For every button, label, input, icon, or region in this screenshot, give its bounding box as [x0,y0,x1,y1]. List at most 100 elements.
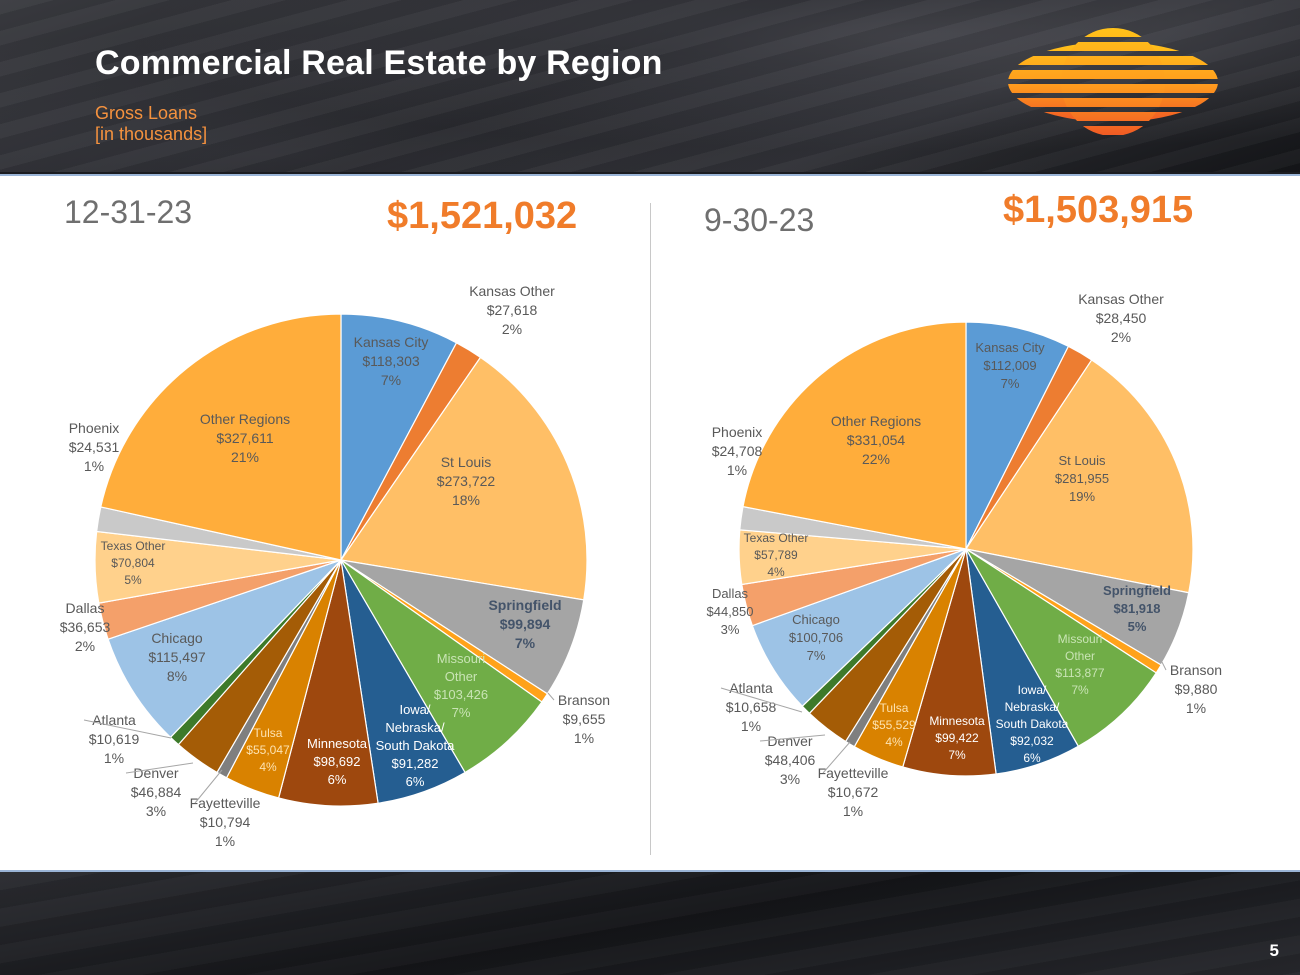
pie-2-label-line-kansas-other-0: Kansas Other [1078,291,1164,307]
pie-1-label-line-st-louis-2: 18% [452,492,480,508]
pie-2-label-line-dallas-0: Dallas [712,586,749,601]
pie-2-label-text-fayetteville: Fayetteville $10,672 1% [818,765,889,819]
pie-2-label-line-branson-2: 1% [1186,700,1206,716]
pie-1-label-line-tulsa-2: 4% [259,760,277,774]
pie-2-label-line-minnesota-2: 7% [948,748,966,762]
pie-2-label-line-other-regions-0: Other Regions [831,413,921,429]
pie-1-label-text-missouri-other: Missouri Other $103,426 7% [434,651,488,720]
pie-1-label-denver: Denver $46,884 3% [125,762,194,819]
pie-1-label-text-iowa-nebraska-south-dakota: Iowa/Nebraska/South Dakota $91,282 6% [376,702,456,789]
pie-1-label-text-st-louis: St Louis $273,722 18% [437,454,496,508]
chart-1-date: 12-31-23 [64,194,193,230]
pie-1-label-tulsa: Tulsa $55,047 4% [246,726,290,774]
pie-2-label-dallas: Dallas $44,850 3% [707,586,754,637]
pie-1-label-line-other-regions-2: 21% [231,449,259,465]
pie-2-label-line-iowa-nebraska-south-dakota-3: $92,032 [1010,734,1054,748]
pie-2-label-line-chicago-1: $100,706 [789,630,843,645]
pie-1-label-line-iowa-nebraska-south-dakota-1: Nebraska/ [385,720,445,735]
pie-2-label-other-regions: Other Regions $331,054 22% [831,413,921,467]
pie-2-label-chicago: Chicago $100,706 7% [789,612,843,663]
pie-2-label-text-chicago: Chicago $100,706 7% [789,612,843,663]
sun-logo-icon [1008,28,1218,135]
pie-1-label-line-springfield-1: $99,894 [500,616,551,632]
pie-2-label-kansas-other: Kansas Other $28,450 2% [1078,291,1164,345]
pie-1-label-line-chicago-0: Chicago [151,630,203,646]
pie-1-label-missouri-other: Missouri Other $103,426 7% [434,651,488,720]
pie-2-label-text-branson: Branson $9,880 1% [1170,662,1222,716]
pie-2-label-line-tulsa-1: $55,529 [872,718,916,732]
pie-1-label-text-atlanta: Atlanta $10,619 1% [89,712,140,766]
pie-2-slice-kansas-city [965,321,1070,550]
pie-1-slice-kansas-city [340,313,458,561]
subtitle-line-1: Gross Loans [95,103,198,123]
chart-1-total: $1,521,032 [387,195,578,237]
pie-2-label-line-missouri-other-1: Other [1065,649,1095,663]
pie-1-label-line-phoenix-2: 1% [84,458,104,474]
pie-1-label-fayetteville: Fayetteville $10,794 1% [190,769,261,849]
pie-1-label-line-fayetteville-2: 1% [215,833,235,849]
pie-2-label-line-iowa-nebraska-south-dakota-4: 6% [1023,751,1041,765]
pie-2-label-line-fayetteville-0: Fayetteville [818,765,889,781]
pie-1-label-line-iowa-nebraska-south-dakota-3: $91,282 [392,756,439,771]
pie-2-label-line-chicago-0: Chicago [792,612,840,627]
pie-2-label-kansas-city: Kansas City $112,009 7% [975,340,1045,391]
pie-2-label-text-atlanta: Atlanta $10,658 1% [726,680,777,734]
pie-1-label-text-branson: Branson $9,655 1% [558,692,610,746]
pie-2-label-atlanta: Atlanta $10,658 1% [720,680,803,734]
page-subtitle: Gross Loans [in thousands] [95,103,207,145]
pie-2-label-line-st-louis-0: St Louis [1059,453,1106,468]
pie-1-label-line-tulsa-0: Tulsa [254,726,283,740]
pie-1-label-text-chicago: Chicago $115,497 8% [148,630,206,684]
pie-1-label-text-fayetteville: Fayetteville $10,794 1% [190,795,261,849]
pie-2-label-line-kansas-city-0: Kansas City [975,340,1045,355]
chart-divider [650,203,651,855]
pie-1-label-line-fayetteville-1: $10,794 [200,814,251,830]
pie-2-label-line-st-louis-1: $281,955 [1055,471,1109,486]
subtitle-line-2: [in thousands] [95,124,208,144]
pie-2-label-fayetteville: Fayetteville $10,672 1% [818,741,889,819]
pie-1-label-dallas: Dallas $36,653 2% [60,600,111,654]
pie-1-label-line-minnesota-1: $98,692 [314,754,361,769]
pie-1-label-text-phoenix: Phoenix $24,531 1% [69,420,120,474]
pie-2-label-line-texas-other-2: 4% [767,565,785,579]
pie-2-label-line-minnesota-1: $99,422 [935,731,979,745]
pie-1-label-text-other-regions: Other Regions $327,611 21% [200,411,290,465]
pie-1-label-springfield: Springfield $99,894 7% [488,597,561,651]
pie-1-label-line-denver-0: Denver [133,765,178,781]
pie-2-label-text-kansas-city: Kansas City $112,009 7% [975,340,1045,391]
pie-2-label-line-minnesota-0: Minnesota [929,714,985,728]
pie-1-label-line-phoenix-0: Phoenix [69,420,120,436]
pie-1-label-line-other-regions-0: Other Regions [200,411,290,427]
pie-2-label-minnesota: Minnesota $99,422 7% [929,714,985,762]
pie-1-label-line-iowa-nebraska-south-dakota-0: Iowa/ [399,702,430,717]
pie-1-label-line-iowa-nebraska-south-dakota-2: South Dakota [376,738,456,753]
pie-2-slice-missouri-other [965,548,1158,748]
pie-2-label-iowa-nebraska-south-dakota: Iowa/Nebraska/South Dakota $92,032 6% [996,683,1069,765]
pie-2-label-text-phoenix: Phoenix $24,708 1% [712,424,763,478]
pie-2-label-line-chicago-2: 7% [807,648,826,663]
pie-1-label-line-dallas-2: 2% [75,638,95,654]
pie-1-label-line-kansas-other-0: Kansas Other [469,283,555,299]
pie-1-label-line-texas-other-0: Texas Other [101,539,166,553]
pie-2-label-line-tulsa-2: 4% [885,735,903,749]
pie-2-label-line-iowa-nebraska-south-dakota-1: Nebraska/ [1005,700,1060,714]
pie-chart-1: Kansas City $118,303 7% Kansas Other $27,618… [60,283,610,849]
pie-1-label-line-missouri-other-2: $103,426 [434,687,488,702]
pie-2-label-line-denver-1: $48,406 [765,752,816,768]
pie-1-label-st-louis: St Louis $273,722 18% [437,454,496,508]
pie-2-label-tulsa: Tulsa $55,529 4% [872,701,916,749]
pie-2-label-line-kansas-city-2: 7% [1001,376,1020,391]
pie-1-label-kansas-city: Kansas City $118,303 7% [354,334,429,388]
chart-2-date: 9-30-23 [704,202,815,238]
pie-1-label-line-springfield-0: Springfield [488,597,561,613]
pie-1-leader-branson [547,692,555,701]
pie-1-label-line-kansas-other-2: 2% [502,321,522,337]
pie-2-label-line-other-regions-1: $331,054 [847,432,906,448]
pie-2-label-text-texas-other: Texas Other $57,789 4% [744,531,809,579]
pie-1-label-minnesota: Minnesota $98,692 6% [307,736,368,787]
pie-2-leader-atlanta [720,687,803,713]
pie-1-label-line-chicago-1: $115,497 [148,649,206,665]
pie-2-label-line-fayetteville-1: $10,672 [828,784,879,800]
pie-1-label-texas-other: Texas Other $70,804 5% [101,539,166,587]
pie-2-label-text-other-regions: Other Regions $331,054 22% [831,413,921,467]
